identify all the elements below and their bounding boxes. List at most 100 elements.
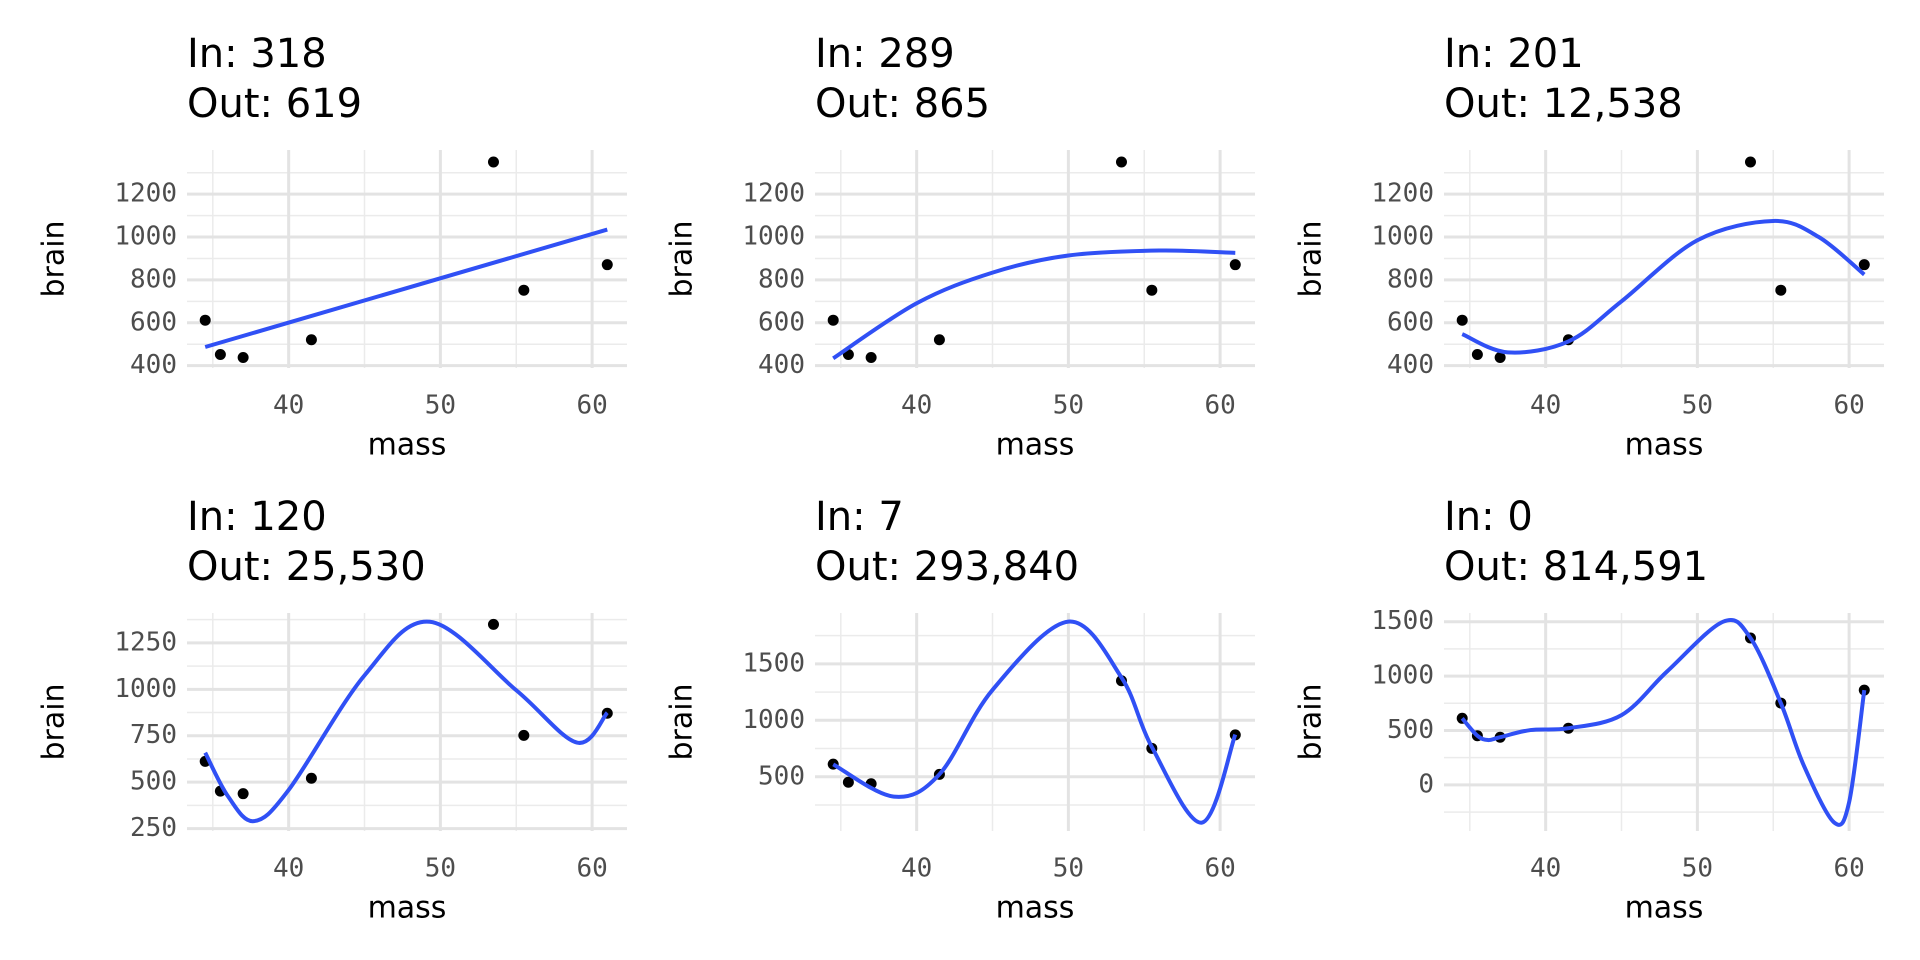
fit-line [1461, 218, 1866, 355]
x-tick-label: 50 [1053, 391, 1084, 421]
y-tick-label: 1000 [1371, 661, 1434, 691]
y-tick-label: 1500 [1371, 606, 1434, 636]
x-axis-label: mass [996, 891, 1075, 926]
panel-title: In: 0 [1444, 494, 1533, 540]
y-tick-label: 1250 [114, 627, 177, 657]
y-tick-label: 1000 [114, 222, 177, 252]
data-point [214, 348, 226, 360]
y-tick-label: 1000 [742, 705, 805, 735]
panel-subtitle: Out: 865 [815, 81, 990, 127]
data-point [487, 618, 499, 630]
y-tick-label: 400 [758, 350, 805, 380]
x-tick-label: 40 [1530, 391, 1561, 421]
x-axis-label: mass [996, 428, 1075, 463]
panel-subtitle: Out: 12,538 [1444, 81, 1683, 127]
x-axis-label: mass [368, 891, 447, 926]
panel-title: In: 201 [1444, 31, 1584, 77]
x-tick-label: 40 [273, 391, 304, 421]
y-tick-label: 800 [130, 264, 177, 294]
y-axis-label: brain [37, 220, 72, 297]
x-tick-label: 50 [1682, 391, 1713, 421]
data-point [1115, 156, 1127, 168]
y-tick-label: 500 [1387, 715, 1434, 745]
x-tick-label: 60 [576, 391, 607, 421]
x-tick-label: 40 [901, 854, 932, 884]
y-axis-label: brain [1294, 683, 1329, 760]
x-tick-label: 50 [1682, 854, 1713, 884]
panel-subtitle: Out: 25,530 [187, 544, 426, 590]
y-tick-label: 1500 [742, 648, 805, 678]
x-tick-label: 60 [1204, 391, 1235, 421]
data-point [305, 772, 317, 784]
panel-subtitle: Out: 293,840 [815, 544, 1079, 590]
y-tick-label: 800 [1387, 264, 1434, 294]
y-tick-label: 750 [130, 720, 177, 750]
y-tick-label: 600 [758, 307, 805, 337]
y-tick-label: 600 [1387, 307, 1434, 337]
y-tick-label: 600 [130, 307, 177, 337]
data-point [487, 156, 499, 168]
panel-title: In: 7 [815, 494, 904, 540]
fit-line [203, 619, 609, 824]
data-point [518, 729, 530, 741]
data-point [1775, 284, 1787, 296]
y-axis-label: brain [665, 220, 700, 297]
x-axis-label: mass [1625, 891, 1704, 926]
data-point [601, 259, 613, 271]
data-point [1471, 348, 1483, 360]
x-tick-label: 50 [425, 854, 456, 884]
data-point [865, 351, 877, 363]
y-tick-label: 500 [130, 767, 177, 797]
y-tick-label: 400 [1387, 350, 1434, 380]
data-point [199, 314, 211, 326]
x-tick-label: 40 [273, 854, 304, 884]
panel-title: In: 120 [187, 494, 327, 540]
data-point [1744, 156, 1756, 168]
y-tick-label: 1200 [114, 179, 177, 209]
data-point [1858, 259, 1870, 271]
panel-subtitle: Out: 814,591 [1444, 544, 1708, 590]
x-tick-label: 40 [901, 391, 932, 421]
x-axis-label: mass [1625, 428, 1704, 463]
fit-line [1460, 617, 1867, 827]
x-tick-label: 60 [1833, 391, 1864, 421]
fit-line [832, 248, 1236, 361]
fit-line [832, 619, 1238, 825]
data-point [237, 351, 249, 363]
y-tick-label: 1000 [1371, 222, 1434, 252]
data-point [1146, 284, 1158, 296]
data-point [305, 334, 317, 346]
panel-title: In: 289 [815, 31, 955, 77]
data-point [933, 334, 945, 346]
data-point [1229, 259, 1241, 271]
y-tick-label: 1000 [114, 674, 177, 704]
data-point [842, 776, 854, 788]
y-tick-label: 0 [1418, 769, 1434, 799]
fit-line [204, 227, 608, 349]
y-tick-label: 800 [758, 264, 805, 294]
x-tick-label: 60 [1204, 854, 1235, 884]
y-tick-label: 1200 [1371, 179, 1434, 209]
x-tick-label: 60 [576, 854, 607, 884]
y-tick-label: 400 [130, 350, 177, 380]
data-point [827, 314, 839, 326]
x-tick-label: 50 [1053, 854, 1084, 884]
y-tick-label: 1000 [742, 222, 805, 252]
y-tick-label: 250 [130, 813, 177, 843]
x-tick-label: 60 [1833, 854, 1864, 884]
data-point [1494, 351, 1506, 363]
y-axis-label: brain [37, 683, 72, 760]
x-tick-label: 40 [1530, 854, 1561, 884]
y-tick-label: 500 [758, 761, 805, 791]
panel-subtitle: Out: 619 [187, 81, 362, 127]
y-tick-label: 1200 [742, 179, 805, 209]
panel-title: In: 318 [187, 31, 327, 77]
data-point [518, 284, 530, 296]
